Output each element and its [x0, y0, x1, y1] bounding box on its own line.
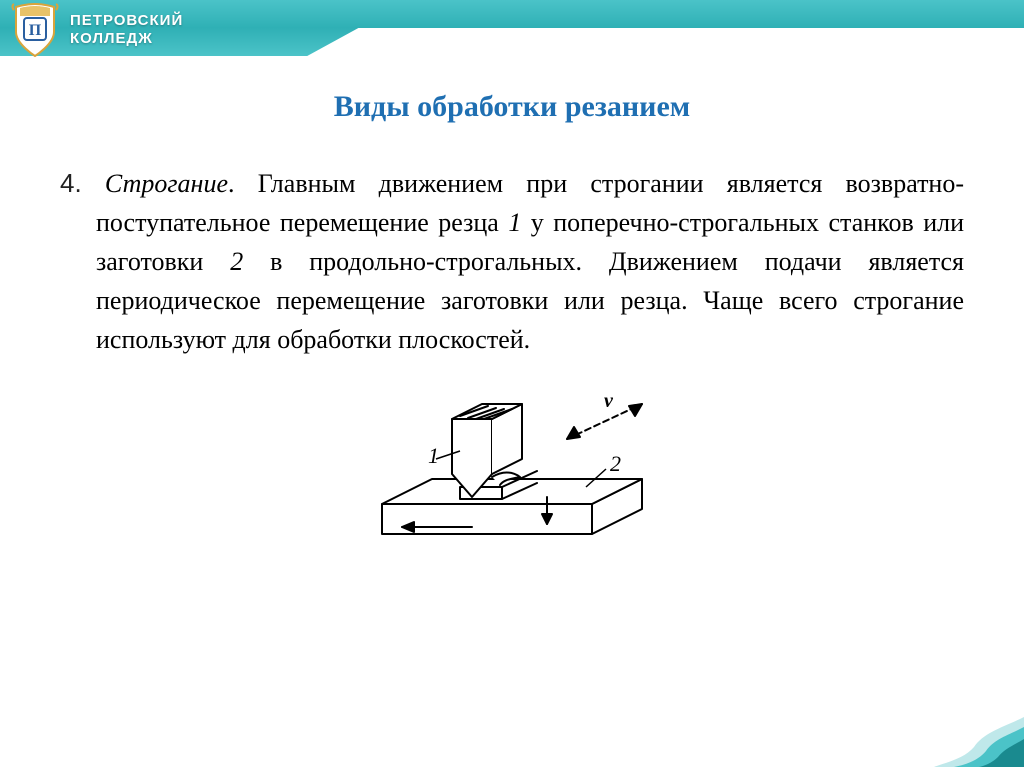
reference-1: 1 — [508, 208, 521, 237]
diagram-label-v: v — [604, 390, 614, 412]
paragraph: 4. Строгание. Главным движением при стро… — [60, 164, 964, 359]
diagram-label-1: 1 — [428, 443, 439, 468]
diagram-container: 1 2 v — [60, 379, 964, 584]
college-name: ПЕТРОВСКИЙ КОЛЛЕДЖ — [70, 12, 183, 48]
content-block: 4. Строгание. Главным движением при стро… — [0, 124, 1024, 584]
logo-shield-icon: П — [10, 2, 60, 58]
college-line2: КОЛЛЕДЖ — [70, 30, 183, 48]
diagram-label-2: 2 — [610, 451, 621, 476]
reference-2: 2 — [230, 247, 243, 276]
college-line1: ПЕТРОВСКИЙ — [70, 12, 183, 30]
header-bar: П ПЕТРОВСКИЙ КОЛЛЕДЖ — [0, 0, 1024, 56]
item-number: 4. — [60, 168, 82, 198]
corner-decoration-icon — [934, 717, 1024, 767]
logo-block: П ПЕТРОВСКИЙ КОЛЛЕДЖ — [10, 2, 183, 58]
page-title: Виды обработки резанием — [0, 90, 1024, 124]
item-name: Строгание — [105, 169, 228, 198]
logo-letter: П — [29, 22, 42, 39]
planing-diagram: 1 2 v — [342, 379, 682, 579]
